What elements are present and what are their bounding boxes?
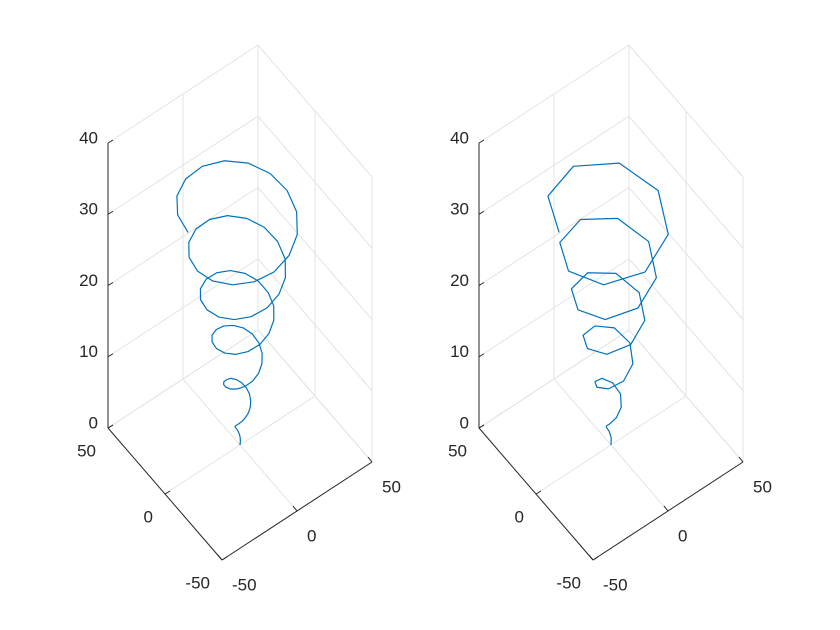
subplot: 0 10 20 30 40 -50 0 50 -50 0 50 <box>77 44 401 594</box>
z-tick-label: 30 <box>450 200 469 219</box>
tick-mark <box>478 210 485 215</box>
z-tick-label: 40 <box>450 128 469 147</box>
y-tick-label: 0 <box>144 507 153 526</box>
grid-line <box>107 143 223 561</box>
grid-line <box>107 45 259 429</box>
z-tick-label: 10 <box>450 342 469 361</box>
y-tick-label: 50 <box>77 441 96 460</box>
tick-mark <box>221 556 228 561</box>
grid-line <box>478 143 594 561</box>
x-tick-label: 50 <box>382 477 401 496</box>
tick-mark <box>107 282 114 286</box>
tick-mark <box>738 456 744 463</box>
helix-line <box>176 160 298 446</box>
x-tick-label: -50 <box>232 575 257 594</box>
grid-line <box>164 111 316 495</box>
x-tick-label: -50 <box>603 575 628 594</box>
tick-mark <box>478 353 485 358</box>
grid-line <box>535 111 687 495</box>
z-tick-label: 20 <box>450 271 469 290</box>
y-tick-label: 50 <box>448 441 467 460</box>
tick-mark <box>663 505 669 512</box>
tick-mark <box>588 554 594 561</box>
grid-line <box>107 44 373 178</box>
y-tick-label: -50 <box>185 573 210 592</box>
helix-line <box>547 162 669 446</box>
z-tick-label: 20 <box>79 271 98 290</box>
tick-mark <box>292 505 298 512</box>
tick-mark <box>164 490 171 495</box>
x-tick-label: 50 <box>753 477 772 496</box>
grid-line <box>478 115 744 249</box>
tick-mark <box>592 556 599 561</box>
grid-line <box>553 94 669 512</box>
grid-line <box>478 186 744 320</box>
y-tick-label: 0 <box>515 507 524 526</box>
grid-line <box>478 45 630 429</box>
tick-mark <box>107 139 114 144</box>
tick-mark <box>367 456 373 463</box>
grid-line <box>182 94 298 512</box>
y-tick-label: -50 <box>556 573 581 592</box>
tick-mark <box>478 139 485 144</box>
grid-line <box>107 258 373 392</box>
tick-mark <box>217 554 223 561</box>
tick-mark <box>107 210 114 215</box>
z-tick-label: 0 <box>460 413 469 432</box>
x-tick-label: 0 <box>307 526 316 545</box>
grid-line <box>478 44 744 178</box>
subplot: 0 10 20 30 40 -50 0 50 -50 0 50 <box>448 44 772 594</box>
grid-line <box>478 258 744 392</box>
z-tick-label: 0 <box>89 413 98 432</box>
grid-line <box>107 115 373 249</box>
tick-mark <box>107 353 114 358</box>
tick-mark <box>478 424 485 429</box>
grid-line <box>107 186 373 320</box>
tick-mark <box>535 490 542 495</box>
z-tick-label: 40 <box>79 128 98 147</box>
tick-mark <box>478 282 485 286</box>
x-tick-label: 0 <box>678 526 687 545</box>
z-tick-label: 30 <box>79 200 98 219</box>
z-tick-label: 10 <box>79 342 98 361</box>
tick-mark <box>107 424 114 429</box>
